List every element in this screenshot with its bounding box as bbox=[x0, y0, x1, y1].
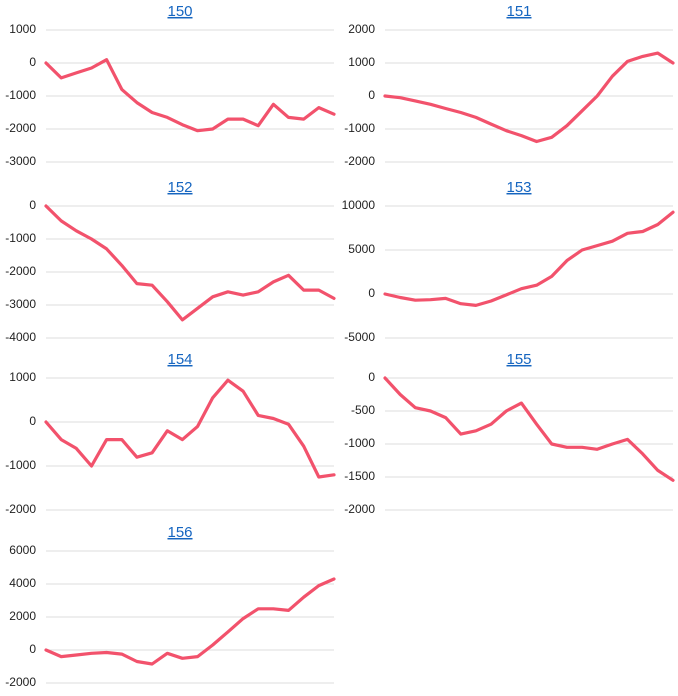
y-tick-label: -2000 bbox=[344, 154, 375, 168]
y-tick-label: 1000 bbox=[9, 22, 36, 36]
y-tick-label: -2000 bbox=[344, 502, 375, 516]
y-tick-label: 4000 bbox=[9, 576, 36, 590]
line-series bbox=[383, 376, 675, 482]
y-tick-label: -1000 bbox=[344, 121, 375, 135]
y-tick-label: -2000 bbox=[5, 264, 36, 278]
y-tick-label: 0 bbox=[29, 198, 36, 212]
y-tick-label: -1500 bbox=[344, 469, 375, 483]
y-tick-label: -2000 bbox=[5, 675, 36, 689]
chart-title[interactable]: 152 bbox=[167, 179, 192, 196]
y-tick-label: 5000 bbox=[348, 242, 375, 256]
chart-title[interactable]: 156 bbox=[167, 524, 192, 541]
y-tick-label: -4000 bbox=[5, 330, 36, 344]
y-tick-label: 0 bbox=[29, 414, 36, 428]
y-tick-label: 0 bbox=[29, 642, 36, 656]
line-series bbox=[44, 378, 336, 479]
y-tick-label: -500 bbox=[351, 403, 375, 417]
y-tick-label: -3000 bbox=[5, 154, 36, 168]
y-tick-label: -1000 bbox=[5, 231, 36, 245]
y-tick-label: 10000 bbox=[342, 198, 376, 212]
y-tick-label: 2000 bbox=[348, 22, 375, 36]
chart-title[interactable]: 154 bbox=[167, 351, 192, 368]
y-tick-label: -2000 bbox=[5, 121, 36, 135]
chart-title[interactable]: 150 bbox=[167, 3, 192, 20]
y-tick-label: 0 bbox=[368, 88, 375, 102]
y-tick-label: -1000 bbox=[344, 436, 375, 450]
line-series bbox=[44, 577, 336, 666]
y-tick-label: -1000 bbox=[5, 458, 36, 472]
line-series bbox=[383, 51, 675, 144]
y-tick-label: 2000 bbox=[9, 609, 36, 623]
y-tick-label: 0 bbox=[368, 370, 375, 384]
y-tick-label: 1000 bbox=[9, 370, 36, 384]
y-tick-label: -2000 bbox=[5, 502, 36, 516]
y-tick-label: 6000 bbox=[9, 543, 36, 557]
y-tick-label: -5000 bbox=[344, 330, 375, 344]
y-tick-label: 1000 bbox=[348, 55, 375, 69]
line-series bbox=[44, 58, 336, 133]
y-tick-label: -1000 bbox=[5, 88, 36, 102]
line-series bbox=[44, 204, 336, 322]
y-tick-label: -3000 bbox=[5, 297, 36, 311]
y-tick-label: 0 bbox=[368, 286, 375, 300]
chart-title[interactable]: 155 bbox=[506, 351, 531, 368]
y-tick-label: 0 bbox=[29, 55, 36, 69]
line-series bbox=[383, 210, 675, 307]
chart-title[interactable]: 151 bbox=[506, 3, 531, 20]
chart-title[interactable]: 153 bbox=[506, 179, 531, 196]
